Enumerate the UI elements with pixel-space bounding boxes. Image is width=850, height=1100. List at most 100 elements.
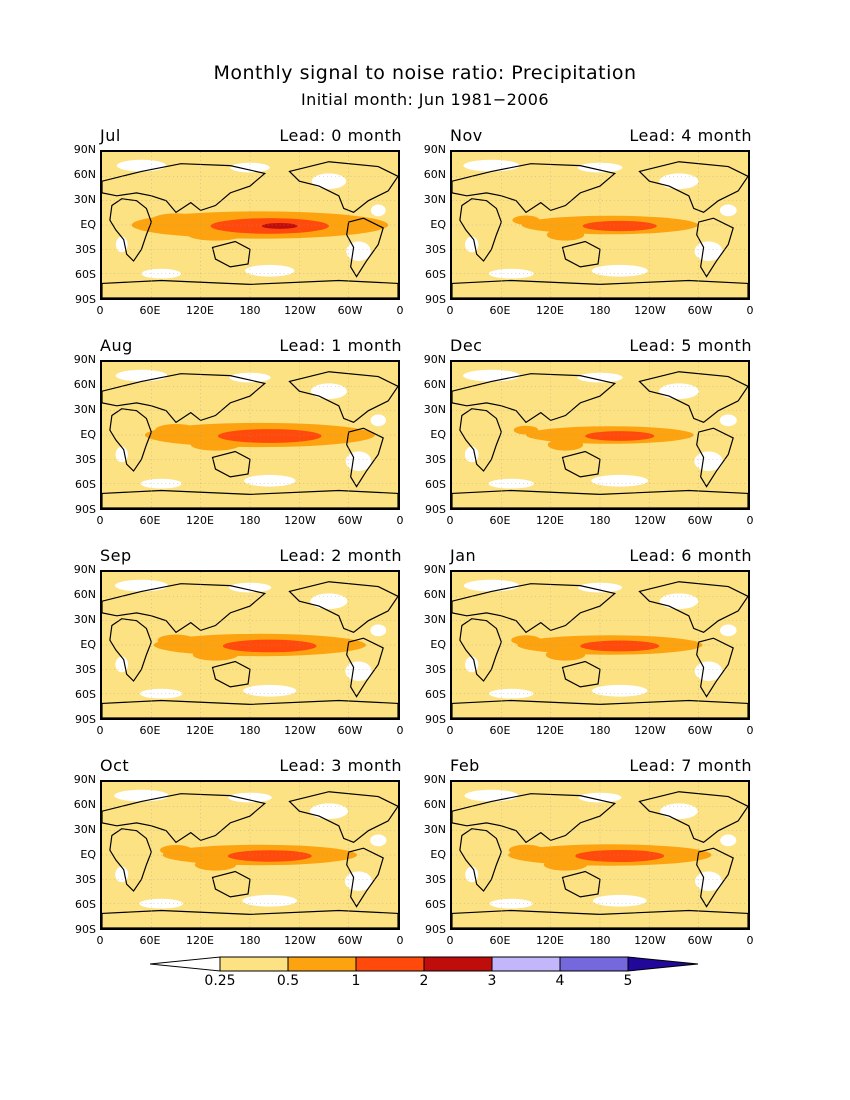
x-tick-label: 60W [687,724,713,737]
y-tick-label: 30S [425,873,446,886]
coastline [109,618,152,682]
coastline [346,427,384,488]
map-panel-sep: Sep Lead: 2 month 90N 60N 30N EQ 30S 60S 90S 0 60E… [50,546,410,750]
y-tick-label: 30S [425,243,446,256]
y-tick-label: 90N [423,143,446,156]
coastline [638,581,748,634]
panel-month-label: Feb [450,756,480,775]
coastline [452,279,748,298]
y-tick-label: EQ [430,638,446,651]
colorbar-segment [355,956,425,972]
enso-core-peak [261,223,298,229]
maritime-band [543,858,588,871]
maritime-band [545,648,586,661]
y-tick-label: 30S [425,663,446,676]
coastline [346,637,384,698]
x-tick-label: 180 [589,304,611,317]
low-signal-patch [140,478,182,489]
x-tick-label: 120E [186,724,214,737]
x-tick-label: 60E [489,304,511,317]
colorbar-tick-label: 4 [555,973,565,989]
x-tick-label: 180 [239,724,261,737]
coastline [109,408,152,472]
coastline [561,240,601,268]
low-signal-patch [694,451,723,472]
low-signal-patch [659,383,699,399]
indian-ocean-band [508,844,544,856]
coastline [102,793,267,844]
coastline [638,161,748,214]
panel-lead-label: Lead: 2 month [279,546,402,565]
enso-core-high [575,849,665,863]
x-tick-label: 0 [746,934,754,947]
low-signal-patch [720,834,737,847]
x-tick-label: 120W [634,304,666,317]
indian-ocean-band [513,425,539,435]
panel-lead-label: Lead: 5 month [629,336,752,355]
x-tick-label: 60W [337,514,363,527]
x-tick-label: 120E [536,934,564,947]
map-field [102,572,398,718]
indian-ocean-band [512,215,540,225]
coastline [561,660,601,688]
x-tick-label: 60E [139,934,161,947]
y-tick-label: EQ [80,428,96,441]
y-tick-label: 60N [73,378,96,391]
y-tick-label: 90N [73,143,96,156]
panel-lead-label: Lead: 6 month [629,546,752,565]
coastline [561,450,601,478]
x-tick-label: 60E [489,514,511,527]
coastline [211,240,251,268]
coastline [211,660,251,688]
map-field [452,782,748,928]
low-signal-patch [310,383,347,399]
y-tick-label: 60N [73,588,96,601]
x-tick-label: 120W [284,724,316,737]
indian-ocean-band [151,213,201,227]
coastline [288,581,398,634]
low-signal-patch [694,661,723,682]
coastline [696,217,734,278]
y-tick-label: EQ [430,848,446,861]
y-tick-label: 90S [75,293,96,306]
low-signal-patch [370,204,386,217]
colorbar-segment [423,956,493,972]
low-signal-patch [659,173,699,189]
x-tick-label: 0 [396,304,404,317]
x-tick-label: 60W [337,724,363,737]
colorbar-tick-label: 3 [487,973,497,989]
panel-month-label: Dec [450,336,483,355]
low-signal-patch [345,451,372,472]
low-signal-patch [465,236,479,253]
x-tick-label: 120E [536,724,564,737]
low-signal-patch [719,624,737,637]
x-tick-label: 180 [239,304,261,317]
y-tick-label: 90S [75,713,96,726]
y-tick-label: 90S [425,713,446,726]
low-signal-patch [309,803,349,819]
coastline [561,870,601,898]
y-tick-label: 60S [425,898,446,911]
map-frame [100,360,400,510]
colorbar-tick-label: 1 [351,973,361,989]
y-tick-label: EQ [80,218,96,231]
y-tick-label: 60S [425,688,446,701]
colorbar-left-arrow [150,956,221,972]
coastline [452,793,617,844]
low-signal-patch [488,478,534,489]
y-tick-label: EQ [430,428,446,441]
colorbar-segment [219,956,289,972]
low-signal-patch [242,894,297,907]
map-field [102,782,398,928]
low-signal-patch [463,579,520,592]
x-tick-label: 0 [746,724,754,737]
low-signal-patch [592,894,647,907]
coastline [452,699,748,718]
panel-month-label: Nov [450,126,483,145]
y-tick-label: 30S [75,453,96,466]
y-tick-label: 60S [75,688,96,701]
y-tick-label: 30S [75,243,96,256]
x-tick-label: 0 [446,934,454,947]
x-tick-label: 180 [589,724,611,737]
x-tick-label: 60W [687,514,713,527]
